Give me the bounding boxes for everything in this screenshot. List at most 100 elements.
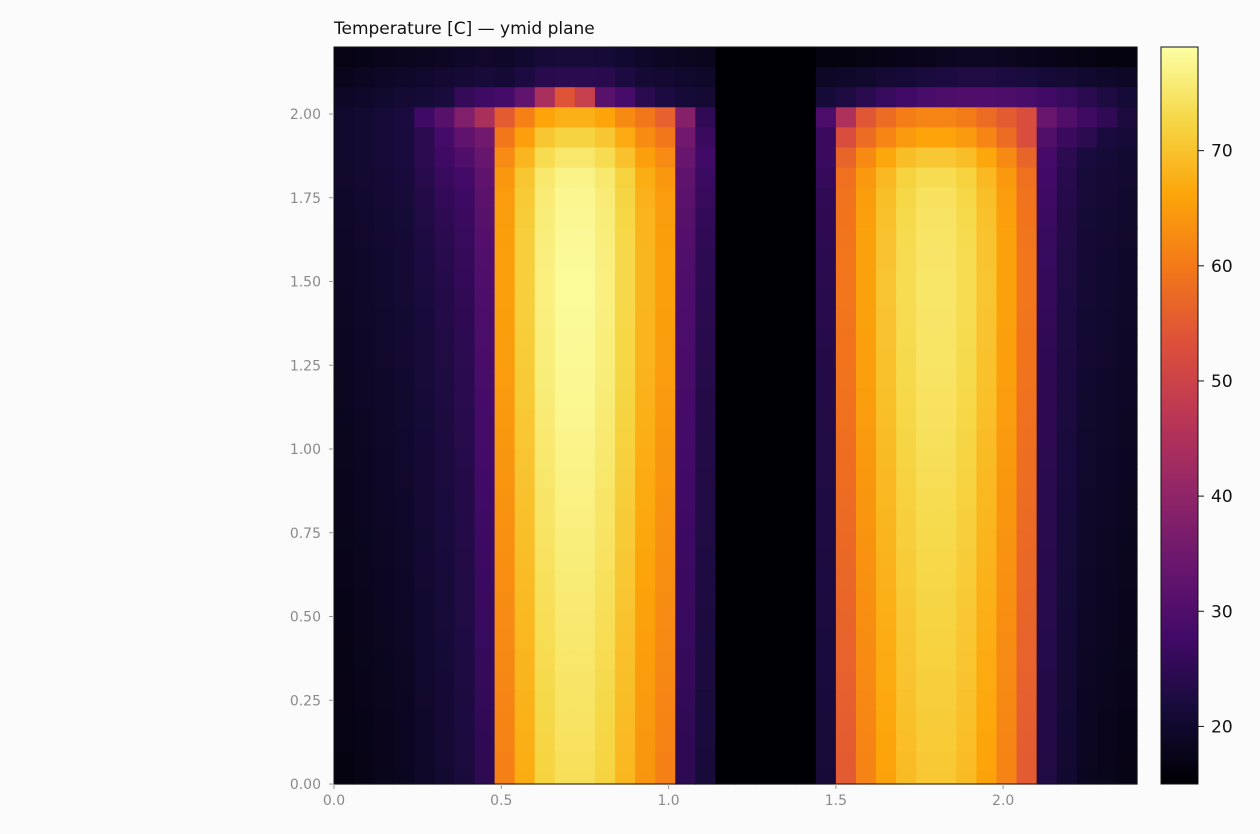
heatmap-cell [474,388,496,410]
heatmap-cell [976,67,998,88]
heatmap-cell [394,589,415,611]
heatmap-cell [1016,248,1038,269]
heatmap-cell [755,730,777,752]
heatmap-cell [695,770,717,785]
heatmap-cell [695,489,717,510]
heatmap-cell [594,328,616,350]
heatmap-cell [1016,167,1038,189]
heatmap-cell [815,388,837,410]
heatmap-cell [675,750,696,772]
heatmap-cell [454,127,476,149]
heatmap-cell [534,187,556,209]
heatmap-cell [876,328,897,350]
heatmap-cell [554,348,576,370]
heatmap-cell [1016,609,1038,631]
heatmap-cell [1076,288,1098,309]
heatmap-cell [334,449,355,470]
heatmap-cell [394,529,415,551]
heatmap-cell [695,187,717,209]
heatmap-cell [374,408,395,430]
heatmap-cell [554,770,576,785]
heatmap-cell [334,509,355,530]
heatmap-cell [956,167,978,189]
heatmap-cell [835,428,857,450]
heatmap-cell [1056,288,1078,309]
heatmap-cell [755,87,777,108]
heatmap-cell [1056,328,1078,350]
heatmap-cell [655,288,676,309]
heatmap-cell [554,67,576,88]
heatmap-cell [855,207,877,229]
heatmap-cell [896,529,917,551]
heatmap-cell [916,489,937,510]
heatmap-cell [454,348,476,370]
heatmap-cell [1056,147,1078,169]
heatmap-cell [655,127,676,149]
heatmap-cell [635,770,656,785]
heatmap-cell [434,469,456,490]
heatmap-cell [574,248,596,269]
heatmap-cell [374,328,395,350]
heatmap-cell [896,368,917,390]
heatmap-cell [936,248,957,269]
heatmap-cell [615,489,636,510]
heatmap-cell [615,167,636,189]
heatmap-cell [715,268,737,289]
heatmap-cell [494,107,516,128]
heatmap-cell [795,308,817,329]
heatmap-cell [996,348,1018,370]
heatmap-cell [675,308,696,329]
heatmap-cell [715,710,737,731]
heatmap-cell [635,609,656,631]
heatmap-cell [574,529,596,551]
heatmap-cell [354,288,375,309]
heatmap-cell [334,268,355,289]
heatmap-cell [474,509,496,530]
heatmap-cell [876,167,897,189]
heatmap-cell [434,67,456,88]
heatmap-cell [454,248,476,269]
heatmap-cell [474,750,496,772]
heatmap-cell [1096,408,1118,430]
heatmap-cell [615,227,636,249]
heatmap-cell [996,368,1018,390]
heatmap-cell [1076,428,1098,450]
heatmap-cell [855,107,877,128]
heatmap-cell [1116,107,1138,128]
heatmap-cell [695,87,717,108]
heatmap-cell [936,569,957,591]
heatmap-cell [334,167,355,189]
heatmap-cell [755,207,777,229]
heatmap-cell [876,770,897,785]
heatmap-cell [534,529,556,551]
heatmap-cell [594,127,616,149]
heatmap-cell [896,288,917,309]
heatmap-cell [394,147,415,169]
heatmap-cell [594,770,616,785]
heatmap-cell [514,87,536,108]
y-tick-label: 0.00 [290,777,321,793]
heatmap-cell [574,187,596,209]
heatmap-cell [795,167,817,189]
heatmap-cell [434,509,456,530]
colorbar-tick-label: 60 [1211,257,1233,277]
heatmap-cell [715,147,737,169]
heatmap-cell [354,670,375,691]
heatmap-cell [695,268,717,289]
heatmap-cell [1096,87,1118,108]
heatmap-cell [735,368,757,390]
heatmap-cell [594,650,616,671]
heatmap-cell [795,227,817,249]
heatmap-cell [795,248,817,269]
heatmap-cell [1056,609,1078,631]
heatmap-cell [394,509,415,530]
heatmap-cell [1036,428,1058,450]
heatmap-cell [615,449,636,470]
heatmap-cell [1076,207,1098,229]
heatmap-cell [735,489,757,510]
heatmap-cell [655,730,676,752]
heatmap-cell [574,388,596,410]
heatmap-cell [835,268,857,289]
heatmap-cell [795,529,817,551]
heatmap-cell [454,388,476,410]
